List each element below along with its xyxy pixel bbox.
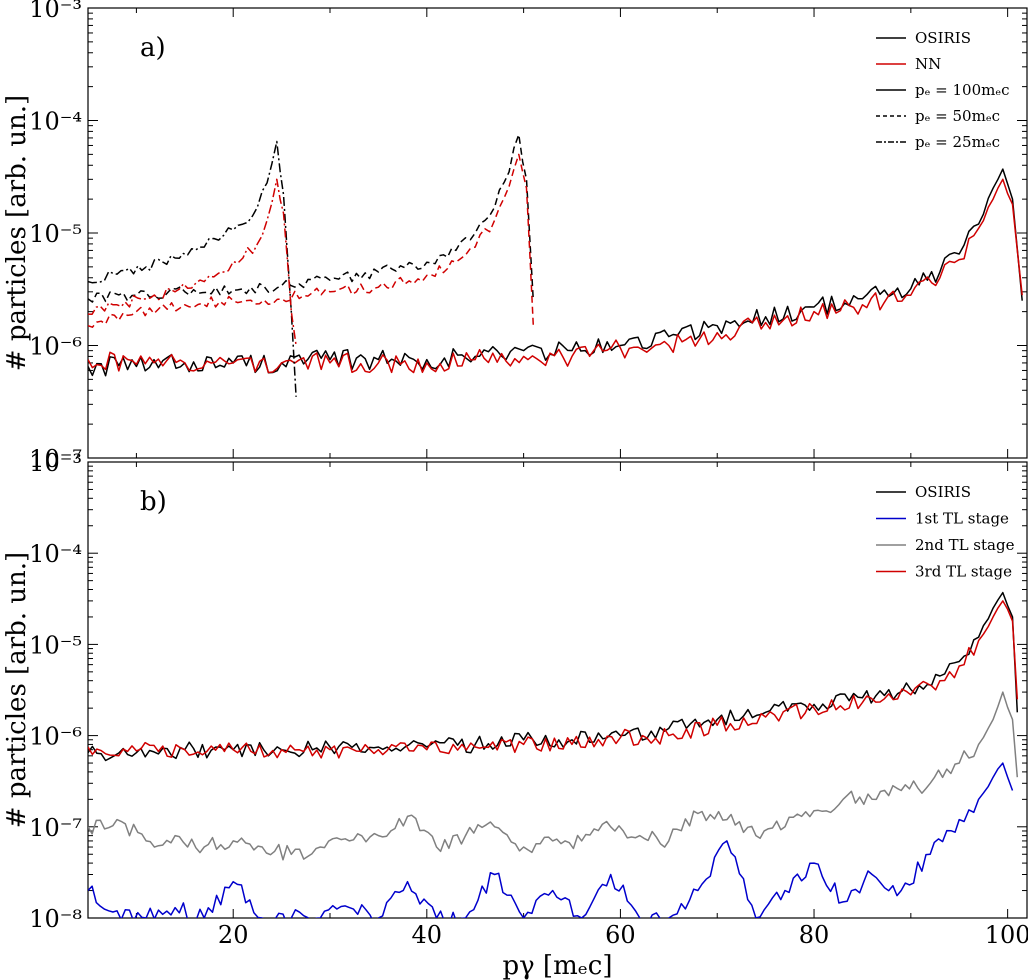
- series-line-nn-pe50: [88, 153, 535, 328]
- legend-label: 3rd TL stage: [915, 563, 1012, 581]
- y-tick-label: 10⁻³: [29, 0, 82, 23]
- x-tick-label: 80: [799, 921, 830, 949]
- series-line-1st-tl-stage: [88, 762, 1014, 918]
- legend-label: 1st TL stage: [915, 510, 1009, 528]
- legend-label: OSIRIS: [915, 29, 971, 47]
- legend-label: pₑ = 100mₑc: [915, 81, 1010, 99]
- series-line-3rd-tl-stage: [88, 600, 1019, 759]
- y-tick-label: 10⁻³: [29, 449, 82, 477]
- plot-frame-b: [87, 461, 1028, 919]
- y-tick-label: 10⁻⁵: [29, 631, 82, 659]
- legend-label: pₑ = 25mₑc: [915, 133, 1000, 151]
- legend: OSIRIS NN pₑ = 100mₑc pₑ = 50mₑc pₑ = 25mₑc: [876, 29, 1010, 151]
- series-line-2nd-tl-stage: [88, 691, 1019, 861]
- y-tick-label: 10⁻⁵: [29, 220, 82, 248]
- legend-label: OSIRIS: [915, 483, 971, 501]
- y-axis-label: # particles [arb. un.]: [2, 552, 32, 828]
- y-tick-label: 10⁻⁶: [29, 723, 82, 751]
- series-line-osiris-pe50: [88, 133, 535, 303]
- series-group: [88, 133, 1023, 397]
- y-tick-label: 10⁻⁴: [29, 108, 82, 136]
- series-line-osiris-pe25: [88, 140, 297, 397]
- y-tick-label: 10⁻⁶: [29, 333, 82, 361]
- y-tick-label: 10⁻⁴: [29, 540, 82, 568]
- y-tick-label: 10⁻⁸: [29, 905, 82, 933]
- x-tick-label: 60: [605, 921, 636, 949]
- legend-label: NN: [915, 55, 941, 73]
- y-tick-label: 10⁻⁷: [29, 814, 82, 842]
- y-tick-label: 10⁻⁷: [29, 445, 82, 473]
- x-tick-label: 40: [412, 921, 443, 949]
- legend-label: 2nd TL stage: [915, 536, 1015, 554]
- panel-label: b): [140, 487, 167, 517]
- series-line-osiris: [88, 591, 1019, 762]
- panel-b: 10⁻⁸ 10⁻⁷ 10⁻⁶ 10⁻⁵ 10⁻⁴ 10⁻³ 20 40 60 80 100 # par…: [2, 449, 1028, 980]
- series-line-osiris-pe100: [88, 168, 1023, 377]
- y-axis-label: # particles [arb. un.]: [2, 95, 32, 371]
- x-axis-label: pγ [mₑc]: [502, 951, 612, 980]
- series-line-nn-pe25: [88, 178, 297, 346]
- series-group: [88, 591, 1019, 918]
- x-tick-label: 100: [985, 921, 1028, 949]
- legend-label: pₑ = 50mₑc: [915, 107, 1000, 125]
- panel-label: a): [140, 33, 166, 63]
- plot-frame-a: [87, 7, 1028, 459]
- x-tick-label: 20: [218, 921, 249, 949]
- panel-a: 10⁻⁷ 10⁻⁶ 10⁻⁵ 10⁻⁴ 10⁻³ # particles [arb. un…: [2, 0, 1028, 473]
- series-line-nn-pe100: [88, 178, 1023, 374]
- legend: OSIRIS 1st TL stage 2nd TL stage 3rd TL sta…: [876, 483, 1015, 581]
